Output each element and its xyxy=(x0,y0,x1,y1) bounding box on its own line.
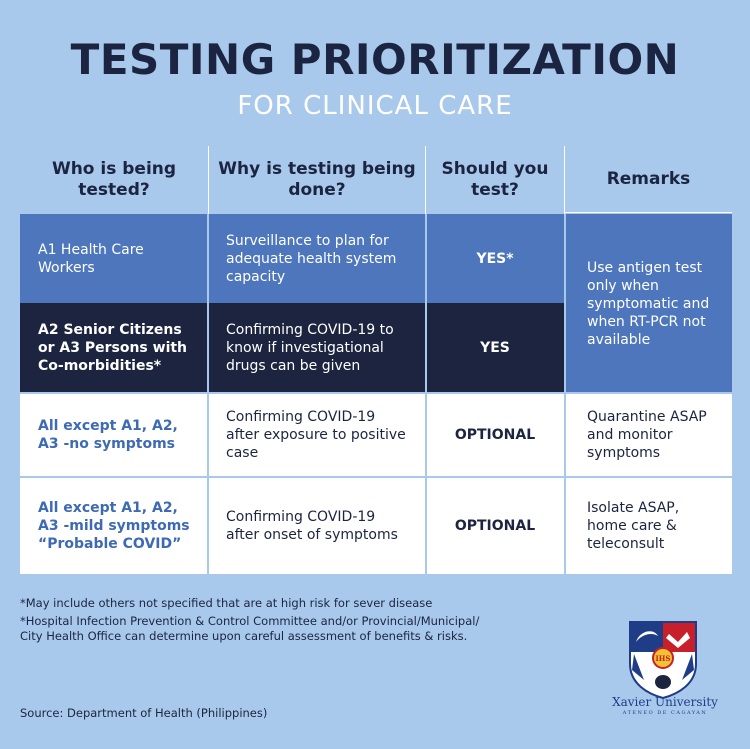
university-seal-icon: IHS xyxy=(629,621,697,700)
header-divider xyxy=(564,146,565,214)
row4-who: All except A1, A2, A3 -mild symptoms “Pr… xyxy=(20,478,208,574)
header-divider xyxy=(425,146,426,214)
cell-separator xyxy=(207,214,209,574)
row4-test: OPTIONAL xyxy=(426,478,564,574)
page-subtitle: FOR CLINICAL CARE xyxy=(237,91,513,121)
row4-why: Confirming COVID-19 after onset of sympt… xyxy=(208,478,426,574)
cell-separator xyxy=(20,476,732,478)
footnote-1: *May include others not specified that a… xyxy=(20,596,433,610)
header-underline xyxy=(565,212,732,213)
source-credit: Source: Department of Health (Philippine… xyxy=(20,706,268,720)
university-name: Xavier University xyxy=(612,695,718,709)
row3-remark: Quarantine ASAP and monitor symptoms xyxy=(565,393,732,476)
cell-separator xyxy=(425,214,427,574)
header-should-test: Should you test? xyxy=(441,159,549,200)
seal-monogram: IHS xyxy=(656,654,671,663)
footnote-2: *Hospital Infection Prevention & Control… xyxy=(20,614,480,643)
cell-separator xyxy=(564,214,566,574)
row3-who: All except A1, A2, A3 -no symptoms xyxy=(20,393,208,476)
row1-who: A1 Health Care Workers xyxy=(20,214,208,303)
merged-remark: Use antigen test only when symptomatic a… xyxy=(565,214,732,393)
row2-test: YES xyxy=(426,303,564,393)
header-remarks: Remarks xyxy=(606,168,691,189)
row1-why: Surveillance to plan for adequate health… xyxy=(208,214,426,303)
cell-separator xyxy=(20,392,565,394)
cell-separator xyxy=(565,392,732,394)
row1-test: YES* xyxy=(426,214,564,303)
row2-who: A2 Senior Citizens or A3 Persons with Co… xyxy=(20,303,208,393)
university-tagline: ATENEO DE CAGAYAN xyxy=(622,710,708,716)
header-why: Why is testing being done? xyxy=(218,159,416,200)
row3-test: OPTIONAL xyxy=(426,393,564,476)
row3-why: Confirming COVID-19 after exposure to po… xyxy=(208,393,426,476)
row4-remark: Isolate ASAP, home care & teleconsult xyxy=(565,478,732,574)
header-who: Who is being tested? xyxy=(51,159,177,200)
header-divider xyxy=(208,146,209,214)
testing-table: Who is being tested? Why is testing bein… xyxy=(20,146,732,574)
page-title: TESTING PRIORITIZATION xyxy=(70,35,680,84)
row2-why: Confirming COVID-19 to know if investiga… xyxy=(208,303,426,393)
